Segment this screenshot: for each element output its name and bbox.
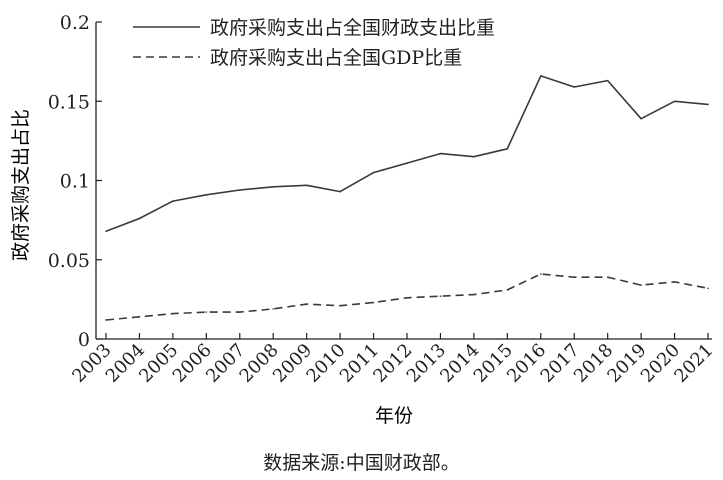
data-point bbox=[372, 301, 375, 304]
source-note: 数据来源:中国财政部。 bbox=[263, 452, 460, 474]
y-tick-label: 0.15 bbox=[48, 91, 90, 113]
y-tick-label: 0.05 bbox=[48, 250, 90, 272]
data-point bbox=[673, 281, 676, 283]
data-point bbox=[439, 295, 442, 298]
data-point bbox=[138, 316, 141, 318]
data-point bbox=[539, 273, 542, 275]
data-point bbox=[205, 193, 208, 196]
data-point bbox=[339, 190, 341, 193]
data-point bbox=[105, 230, 107, 233]
data-point bbox=[439, 152, 442, 155]
data-point bbox=[205, 311, 208, 313]
data-point bbox=[707, 103, 709, 106]
data-point bbox=[272, 186, 275, 188]
data-point bbox=[238, 311, 241, 313]
data-point bbox=[105, 319, 107, 321]
data-point bbox=[406, 162, 408, 164]
data-point bbox=[238, 189, 241, 191]
data-point bbox=[606, 276, 609, 278]
data-point bbox=[640, 284, 642, 286]
data-point bbox=[707, 287, 709, 290]
data-point bbox=[372, 171, 375, 174]
y-axis-label: 政府采购支出占比 bbox=[10, 109, 32, 261]
data-point bbox=[640, 117, 642, 120]
data-point bbox=[406, 296, 408, 299]
y-tick-label: 0.2 bbox=[60, 12, 90, 34]
data-point bbox=[172, 312, 174, 315]
legend-label-2: 政府采购支出占全国GDP比重 bbox=[210, 47, 462, 69]
data-point bbox=[673, 100, 676, 103]
data-point bbox=[473, 155, 475, 158]
data-point bbox=[506, 289, 509, 291]
legend-label-1: 政府采购支出占全国财政支出比重 bbox=[210, 17, 495, 39]
data-point bbox=[272, 308, 275, 310]
x-tick-label: 2021 bbox=[670, 340, 717, 387]
x-axis-label: 年份 bbox=[375, 405, 413, 427]
y-tick-label: 0 bbox=[78, 329, 90, 351]
series-line-1 bbox=[105, 75, 709, 232]
data-point bbox=[506, 148, 509, 150]
data-point bbox=[172, 200, 174, 202]
data-point bbox=[305, 303, 308, 305]
data-point bbox=[305, 184, 308, 187]
data-point bbox=[339, 304, 341, 307]
data-point bbox=[473, 293, 475, 296]
data-point bbox=[138, 217, 141, 220]
data-point bbox=[573, 276, 576, 278]
data-point bbox=[573, 86, 576, 88]
data-point bbox=[539, 75, 542, 77]
series-group bbox=[105, 75, 709, 321]
data-point bbox=[606, 79, 609, 82]
y-tick-label: 0.1 bbox=[60, 171, 90, 193]
